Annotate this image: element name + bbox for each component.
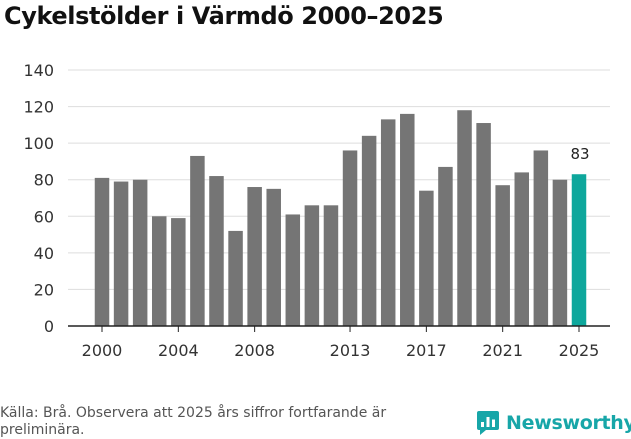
y-tick-label: 80 bbox=[34, 171, 54, 190]
x-tick-label: 2008 bbox=[234, 341, 275, 360]
y-tick-label: 120 bbox=[23, 98, 54, 117]
bar-2013 bbox=[342, 150, 358, 326]
x-tick-label: 2021 bbox=[482, 341, 523, 360]
y-tick-label: 20 bbox=[34, 280, 54, 299]
y-tick-label: 0 bbox=[44, 317, 54, 336]
x-tick-label: 2013 bbox=[330, 341, 371, 360]
bar-2021 bbox=[495, 185, 510, 326]
bar-2004 bbox=[171, 218, 186, 326]
y-tick-label: 40 bbox=[34, 244, 54, 263]
x-axis-labels: 2000 2004 2008 2013 2017 2021 2025 bbox=[82, 341, 600, 360]
y-tick-label: 60 bbox=[34, 207, 54, 226]
bar-2020 bbox=[476, 123, 491, 327]
bar-2012 bbox=[323, 205, 339, 326]
bar-2003 bbox=[151, 216, 167, 326]
bar-2006 bbox=[209, 176, 224, 326]
newsworthy-logo[interactable]: Newsworthy bbox=[476, 409, 631, 437]
bar-2024 bbox=[552, 179, 568, 326]
bar-series bbox=[94, 110, 587, 327]
bar-2009 bbox=[266, 188, 281, 326]
y-tick-label: 140 bbox=[23, 61, 54, 80]
x-axis bbox=[68, 325, 610, 332]
bar-2000 bbox=[94, 177, 110, 326]
chart-title: Cykelstölder i Värmdö 2000–2025 bbox=[4, 2, 444, 30]
x-tick-label: 2017 bbox=[406, 341, 447, 360]
bar-2008 bbox=[247, 187, 262, 326]
y-axis-labels: 0 20 40 60 80 100 120 140 bbox=[23, 61, 54, 336]
bar-2017 bbox=[419, 190, 434, 326]
bar-2011 bbox=[304, 205, 320, 326]
bar-2016 bbox=[400, 113, 415, 326]
bar-2018 bbox=[438, 166, 453, 326]
x-tick-label: 2004 bbox=[158, 341, 199, 360]
bar-2007 bbox=[228, 230, 243, 326]
brand-name: Newsworthy bbox=[506, 412, 631, 434]
source-note: Källa: Brå. Observera att 2025 års siffr… bbox=[0, 405, 387, 438]
x-tick-label: 2000 bbox=[82, 341, 123, 360]
bar-2022 bbox=[514, 172, 530, 326]
bar-2015 bbox=[380, 119, 396, 326]
bar-2001 bbox=[113, 181, 129, 326]
bar-2014 bbox=[361, 135, 377, 326]
x-tick-label: 2025 bbox=[559, 341, 600, 360]
bar-2010 bbox=[285, 214, 301, 326]
bar-2025 bbox=[571, 174, 587, 326]
bar-2005 bbox=[190, 155, 205, 326]
bar-chart-speech-icon bbox=[477, 411, 499, 435]
data-label-2025: 83 bbox=[570, 145, 589, 163]
bar-2023 bbox=[533, 150, 549, 326]
y-tick-label: 100 bbox=[23, 134, 54, 153]
bar-2002 bbox=[132, 179, 148, 326]
bar-2019 bbox=[457, 110, 472, 326]
annotations: 83 bbox=[570, 145, 589, 163]
